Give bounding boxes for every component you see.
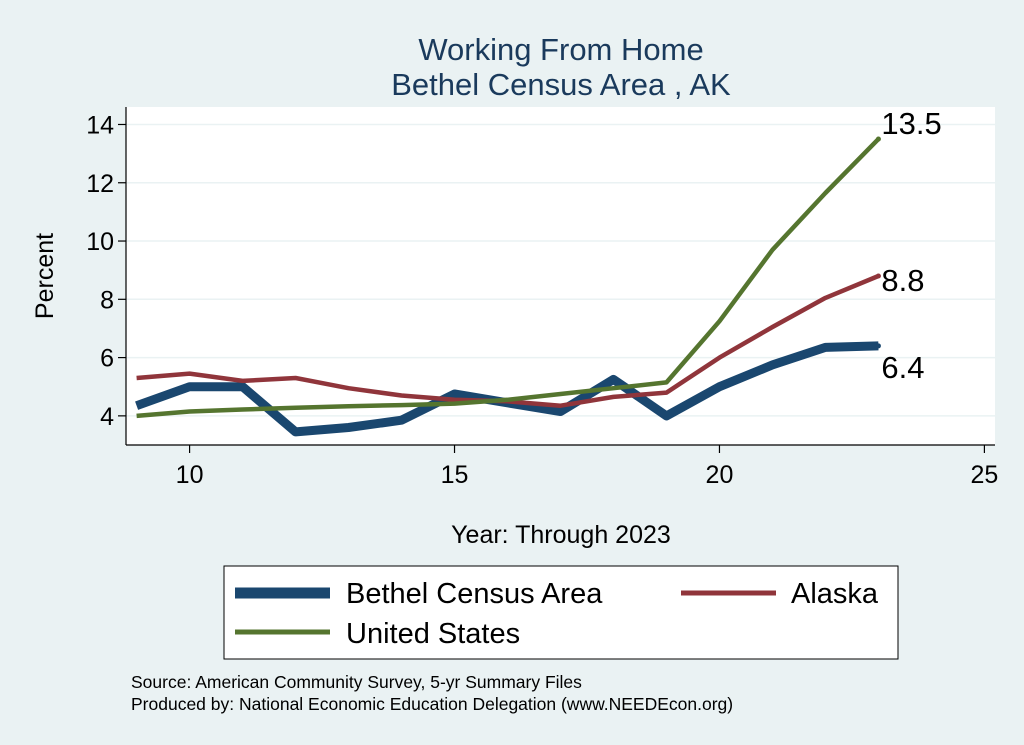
y-tick-label: 8 [100, 286, 114, 314]
x-tick-label: 10 [176, 461, 204, 489]
y-axis-label: Percent [31, 233, 59, 319]
y-tick-label: 6 [100, 345, 114, 373]
x-tick-label: 25 [970, 461, 998, 489]
chart-subtitle: Bethel Census Area , AK [391, 67, 731, 102]
end-label-united-states: 13.5 [881, 106, 941, 141]
end-label-alaska: 8.8 [881, 263, 924, 298]
axes: 4 6 8 10 12 14 10 15 20 25 [86, 107, 998, 489]
x-axis-label: Year: Through 2023 [451, 521, 671, 549]
plot-area [126, 107, 995, 445]
legend: Bethel Census Area Alaska United States [223, 565, 899, 660]
series-end-point-united-states [875, 136, 881, 142]
end-labels: 6.4 8.8 13.5 [881, 106, 941, 385]
series-layer [135, 136, 881, 437]
legend-label-bethel: Bethel Census Area [346, 578, 603, 610]
end-label-bethel: 6.4 [881, 350, 924, 385]
series-line-united-states [136, 137, 881, 419]
x-tick-label: 20 [706, 461, 734, 489]
legend-box [223, 565, 899, 660]
y-tick-label: 14 [86, 111, 114, 139]
legend-label-alaska: Alaska [791, 578, 879, 610]
y-tick-label: 10 [86, 228, 114, 256]
y-tick-label: 4 [100, 403, 114, 431]
source-note: Source: American Community Survey, 5-yr … [131, 672, 582, 692]
legend-label-united-states: United States [346, 618, 520, 650]
x-tick-label: 15 [441, 461, 469, 489]
series-end-point-bethel [875, 343, 881, 349]
y-tick-label: 12 [86, 170, 114, 198]
producer-note: Produced by: National Economic Education… [131, 694, 733, 714]
chart-title: Working From Home [418, 32, 703, 67]
series-end-point-alaska [875, 273, 881, 279]
